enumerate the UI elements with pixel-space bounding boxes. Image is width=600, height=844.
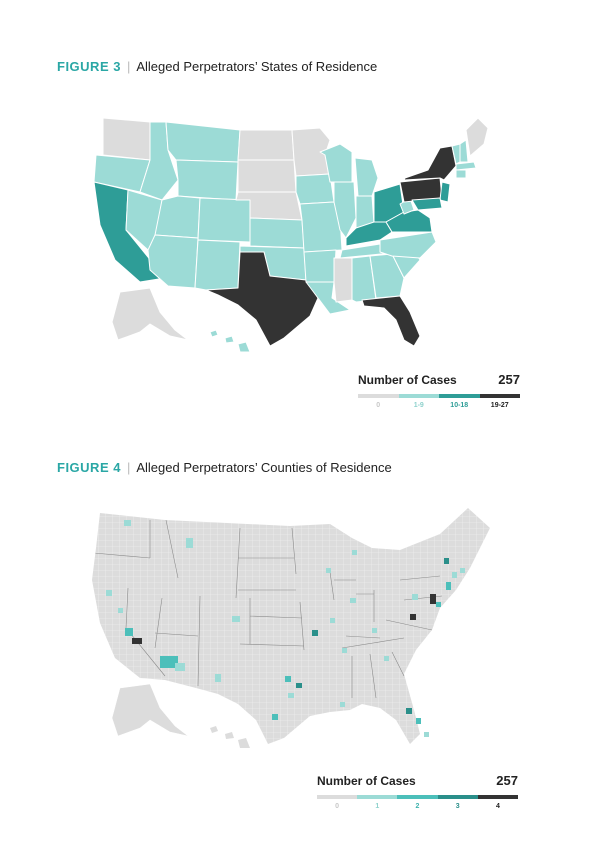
figure-4-title: FIGURE 4 | Alleged Perpetrators’ Counties … — [57, 460, 392, 475]
legend-4-swatch-0 — [317, 795, 358, 799]
state-wyoming — [175, 159, 239, 201]
legend-4-swatch-2 — [397, 795, 438, 799]
state-hawaii-1 — [209, 329, 219, 338]
conus-counties — [92, 508, 490, 744]
figure-3-caption: Alleged Perpetrators’ States of Residenc… — [136, 59, 378, 74]
figure-4-caption: Alleged Perpetrators’ Counties of Reside… — [136, 460, 392, 475]
legend-4-label-1: 1 — [375, 803, 380, 810]
legend-4-label-4: 4 — [495, 803, 500, 810]
legend-3-swatch-3 — [479, 394, 520, 398]
state-mississippi — [333, 257, 353, 303]
legend-3-swatch-1 — [398, 394, 439, 398]
legend-3-label-0: 0 — [376, 402, 381, 409]
legend-3-swatch-2 — [439, 394, 480, 398]
counties-map — [92, 508, 490, 748]
state-new-hampshire — [459, 139, 469, 163]
figure-3-legend: Number of Cases 257 0 1-9 10-18 19-27 — [358, 372, 520, 409]
state-arkansas — [303, 249, 337, 283]
alaska-counties — [111, 683, 189, 737]
state-arizona — [147, 234, 199, 289]
states-map — [93, 117, 489, 353]
figure-3-title: FIGURE 3 | Alleged Perpetrators’ States of… — [57, 59, 377, 74]
legend-3-label-2: 10-18 — [450, 402, 469, 409]
state-new-jersey — [439, 181, 451, 203]
legend-3-swatch-0 — [358, 394, 399, 398]
state-hawaii-3 — [237, 341, 251, 353]
state-alaska — [111, 287, 189, 341]
state-north-dakota — [237, 129, 295, 161]
state-south-dakota — [237, 159, 297, 193]
legend-4-swatch-3 — [437, 795, 478, 799]
legend-4-label-0: 0 — [335, 803, 340, 810]
state-north-carolina — [379, 231, 437, 259]
state-texas — [205, 251, 319, 347]
legend-3-label-1: 1-9 — [413, 402, 424, 409]
legend-4-label-2: 2 — [415, 803, 420, 810]
state-maryland — [411, 197, 443, 211]
legend-4-total: 257 — [496, 773, 518, 788]
hawaii-counties — [210, 726, 250, 748]
state-washington — [102, 117, 151, 161]
state-massachusetts — [455, 161, 477, 171]
legend-4-swatch-4 — [477, 795, 519, 799]
legend-3-color-bar — [358, 394, 520, 398]
legend-3-total: 257 — [498, 372, 520, 387]
state-utah — [154, 195, 201, 239]
legend-4-title: Number of Cases — [317, 774, 416, 788]
figure-3-separator: | — [126, 59, 131, 74]
state-iowa — [295, 173, 335, 205]
state-new-york — [403, 145, 457, 181]
state-new-mexico — [194, 239, 241, 291]
state-kansas — [249, 217, 305, 249]
legend-3-title: Number of Cases — [358, 373, 457, 387]
state-connecticut — [455, 169, 467, 179]
figure-4-legend: Number of Cases 257 0 1 2 3 4 — [317, 773, 519, 810]
figure-4-separator: | — [126, 460, 131, 475]
state-hawaii-2 — [224, 335, 235, 344]
highlighted-counties — [106, 520, 465, 737]
state-michigan — [354, 157, 379, 197]
legend-4-swatch-1 — [357, 795, 398, 799]
state-florida — [361, 295, 421, 347]
legend-4-label-3: 3 — [455, 803, 460, 810]
state-colorado — [197, 197, 251, 243]
legend-3-label-3: 19-27 — [490, 402, 509, 409]
state-montana — [165, 121, 241, 163]
figure-4-number: FIGURE 4 — [57, 460, 121, 475]
legend-4-color-bar — [317, 795, 519, 799]
state-maine — [465, 117, 489, 157]
figure-3-number: FIGURE 3 — [57, 59, 121, 74]
